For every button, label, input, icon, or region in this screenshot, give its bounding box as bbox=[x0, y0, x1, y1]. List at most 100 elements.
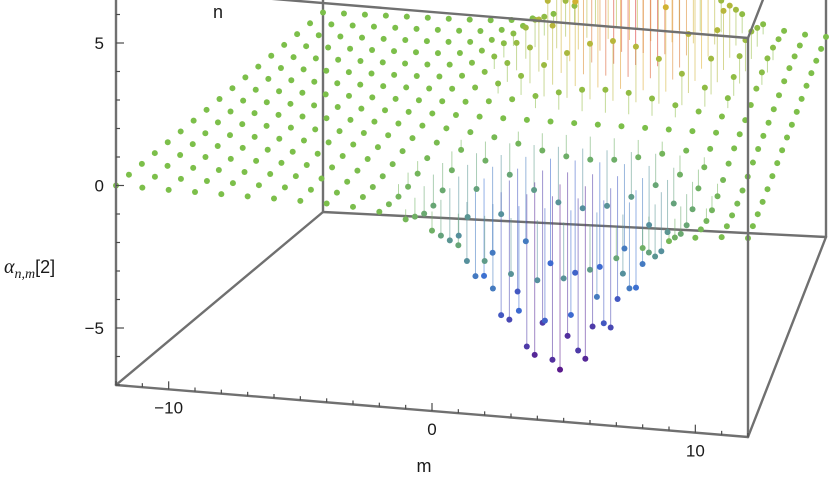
data-point bbox=[299, 89, 306, 96]
data-point bbox=[434, 26, 441, 33]
data-point bbox=[380, 35, 387, 42]
data-point bbox=[498, 312, 505, 319]
data-point bbox=[379, 59, 386, 66]
data-point bbox=[370, 23, 377, 30]
data-point bbox=[402, 37, 409, 44]
data-point bbox=[336, 128, 343, 135]
data-point bbox=[498, 26, 505, 33]
data-point bbox=[720, 7, 727, 14]
data-point bbox=[557, 366, 564, 373]
data-point bbox=[555, 89, 562, 96]
data-point bbox=[628, 193, 635, 200]
data-point bbox=[347, 116, 354, 123]
data-point bbox=[754, 24, 761, 31]
data-point bbox=[350, 141, 357, 148]
data-point bbox=[380, 83, 387, 90]
data-point bbox=[289, 148, 296, 155]
data-point bbox=[287, 100, 294, 107]
data-point bbox=[439, 98, 446, 105]
data-point bbox=[572, 0, 579, 5]
data-point bbox=[472, 84, 479, 91]
data-point bbox=[433, 139, 440, 146]
data-point bbox=[742, 117, 749, 124]
data-point bbox=[491, 134, 498, 141]
data-point bbox=[403, 84, 410, 91]
data-point bbox=[239, 144, 246, 151]
data-point bbox=[323, 200, 330, 207]
data-point bbox=[642, 124, 649, 131]
data-point bbox=[765, 119, 772, 126]
data-point bbox=[478, 47, 485, 54]
data-point bbox=[358, 105, 365, 112]
data-point bbox=[594, 121, 601, 128]
data-point bbox=[510, 30, 517, 37]
data-point bbox=[602, 86, 609, 93]
data-point bbox=[718, 0, 725, 4]
data-point bbox=[770, 106, 777, 113]
data-point bbox=[443, 125, 450, 132]
data-point bbox=[395, 120, 402, 127]
data-point bbox=[708, 207, 715, 214]
data-point bbox=[392, 24, 399, 31]
data-point bbox=[621, 245, 628, 252]
data-point bbox=[508, 270, 514, 277]
data-point bbox=[632, 43, 639, 50]
data-point bbox=[515, 140, 522, 147]
data-point bbox=[385, 132, 392, 139]
data-point bbox=[268, 52, 275, 59]
data-point bbox=[481, 272, 488, 279]
data-point bbox=[587, 266, 593, 273]
data-point bbox=[368, 70, 375, 77]
data-point bbox=[339, 152, 346, 159]
data-point bbox=[456, 27, 463, 34]
data-point bbox=[240, 97, 247, 104]
data-point bbox=[753, 85, 760, 92]
data-point bbox=[662, 4, 669, 11]
data-point bbox=[214, 143, 221, 150]
data-point bbox=[424, 61, 431, 68]
data-point bbox=[759, 198, 766, 205]
data-point bbox=[708, 55, 715, 62]
data-point bbox=[532, 93, 539, 100]
data-point bbox=[813, 57, 820, 64]
data-point bbox=[769, 173, 776, 180]
data-point bbox=[730, 73, 737, 80]
data-point bbox=[758, 69, 765, 76]
data-point bbox=[619, 270, 626, 277]
data-point bbox=[333, 189, 340, 196]
data-point bbox=[515, 307, 522, 314]
stems-layer bbox=[397, 0, 774, 370]
data-point bbox=[760, 132, 767, 139]
box-edge-right-top bbox=[746, 0, 765, 40]
data-point bbox=[463, 258, 470, 265]
data-point bbox=[695, 185, 702, 192]
data-point bbox=[300, 66, 307, 73]
data-point bbox=[357, 81, 364, 88]
data-point bbox=[779, 147, 786, 154]
data-point bbox=[276, 88, 283, 95]
data-point bbox=[294, 31, 301, 38]
data-point bbox=[276, 135, 283, 142]
data-point bbox=[518, 72, 525, 79]
data-point bbox=[649, 95, 656, 102]
data-point bbox=[350, 203, 356, 210]
z-tick-label: 0 bbox=[95, 177, 104, 196]
data-point bbox=[267, 171, 274, 178]
data-point bbox=[214, 119, 221, 126]
data-point bbox=[371, 118, 378, 125]
data-point bbox=[374, 144, 381, 151]
data-point bbox=[504, 60, 511, 67]
data-point bbox=[311, 78, 318, 85]
data-point bbox=[347, 45, 354, 52]
data-point bbox=[560, 275, 567, 282]
z-axis-label: αn,m[2] bbox=[4, 256, 55, 282]
data-point bbox=[190, 164, 197, 171]
data-point bbox=[290, 54, 297, 61]
data-point bbox=[253, 157, 260, 164]
data-point bbox=[382, 12, 389, 19]
data-point bbox=[472, 273, 479, 280]
data-point bbox=[227, 155, 234, 162]
data-point bbox=[567, 311, 574, 318]
data-point bbox=[329, 164, 336, 171]
